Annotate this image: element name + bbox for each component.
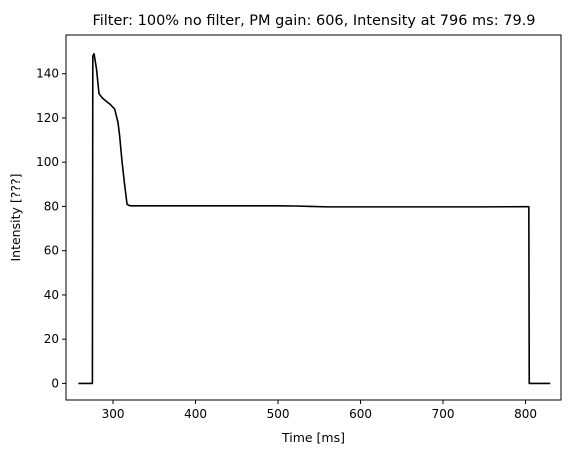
y-tick-label: 100 — [36, 155, 59, 169]
x-tick-label: 700 — [432, 407, 455, 421]
x-tick-label: 500 — [267, 407, 290, 421]
x-axis-label: Time [ms] — [281, 430, 345, 445]
x-tick-label: 300 — [102, 407, 125, 421]
y-tick-label: 80 — [44, 199, 59, 213]
y-axis: 0 20 40 60 80 100 120 140 — [36, 67, 66, 390]
y-tick-label: 0 — [51, 376, 59, 390]
x-tick-label: 400 — [184, 407, 207, 421]
y-tick-label: 120 — [36, 111, 59, 125]
plot-frame — [65, 34, 562, 401]
x-tick-label: 600 — [349, 407, 372, 421]
y-tick-label: 40 — [44, 288, 59, 302]
y-tick-label: 60 — [44, 244, 59, 258]
y-axis-label: Intensity [???] — [8, 173, 23, 261]
y-tick-label: 20 — [44, 332, 59, 346]
x-tick-label: 800 — [514, 407, 537, 421]
y-tick-label: 140 — [36, 67, 59, 81]
chart-title: Filter: 100% no filter, PM gain: 606, In… — [92, 13, 535, 29]
plot-area — [78, 53, 551, 385]
series-line-0 — [78, 53, 551, 385]
x-axis: 300 400 500 600 700 800 — [102, 400, 537, 421]
